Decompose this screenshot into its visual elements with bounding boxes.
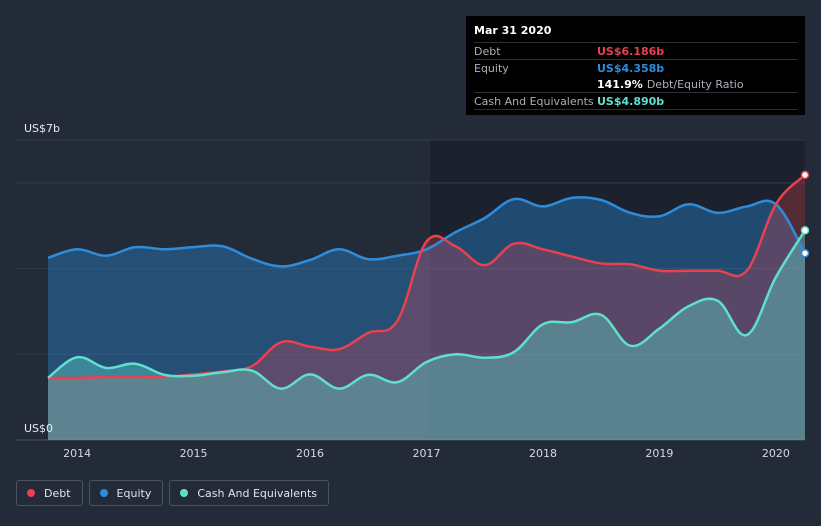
legend-dot-cash xyxy=(180,489,189,497)
tooltip-row-debt: Debt US$6.186b xyxy=(474,42,797,59)
x-tick-2017: 2017 xyxy=(412,447,441,460)
x-tick-2016: 2016 xyxy=(296,447,325,460)
future-shade xyxy=(430,140,805,440)
x-tick-2020: 2020 xyxy=(761,447,790,460)
tooltip-equity-value: US$4.358b xyxy=(597,61,665,75)
tooltip-row-cash: Cash And Equivalents US$4.890b xyxy=(474,92,797,110)
x-tick-2014: 2014 xyxy=(63,447,92,460)
x-tick-2015: 2015 xyxy=(179,447,208,460)
series-areas xyxy=(48,174,805,440)
tooltip-row-equity: Equity US$4.358b xyxy=(474,59,797,76)
area-equity xyxy=(48,197,805,440)
legend-item-debt[interactable]: Debt xyxy=(16,480,83,506)
tooltip-date: Mar 31 2020 xyxy=(474,24,552,37)
end-marker-cash xyxy=(800,226,810,235)
end-marker-equity xyxy=(800,248,810,258)
legend-dot-debt xyxy=(27,489,35,497)
tooltip-equity-label: Equity xyxy=(474,61,509,75)
y-axis-bottom-label: US$0 xyxy=(24,422,54,435)
legend-label-equity: Equity xyxy=(116,486,152,500)
chart-legend: Debt Equity Cash And Equivalents xyxy=(16,480,329,506)
line-equity xyxy=(47,196,807,268)
tooltip-ratio-value: 141.9% xyxy=(597,77,643,91)
tooltip-cash-value: US$4.890b xyxy=(597,94,665,108)
tooltip-debt-value: US$6.186b xyxy=(597,44,665,58)
grid-lines xyxy=(16,139,805,441)
legend-label-cash: Cash And Equivalents xyxy=(197,486,317,500)
series-lines xyxy=(47,173,807,390)
area-cash xyxy=(48,230,805,440)
data-tooltip: Mar 31 2020 Debt US$6.186b Equity US$4.3… xyxy=(466,16,805,115)
tooltip-ratio-label: Debt/Equity Ratio xyxy=(646,77,744,91)
tooltip-cash-label: Cash And Equivalents xyxy=(474,94,594,108)
legend-item-cash[interactable]: Cash And Equivalents xyxy=(169,480,329,506)
end-markers xyxy=(800,170,810,258)
end-marker-debt xyxy=(800,170,810,180)
area-debt xyxy=(48,174,805,440)
tooltip-debt-label: Debt xyxy=(474,44,501,58)
legend-item-equity[interactable]: Equity xyxy=(88,480,164,506)
x-tick-2019: 2019 xyxy=(645,447,674,460)
legend-dot-equity xyxy=(99,489,108,497)
x-tick-2018: 2018 xyxy=(528,447,557,460)
legend-label-debt: Debt xyxy=(44,486,71,500)
y-axis-top-label: US$7b xyxy=(24,122,61,135)
tooltip-row-ratio: 141.9% Debt/Equity Ratio xyxy=(474,76,797,92)
line-cash xyxy=(47,229,807,390)
